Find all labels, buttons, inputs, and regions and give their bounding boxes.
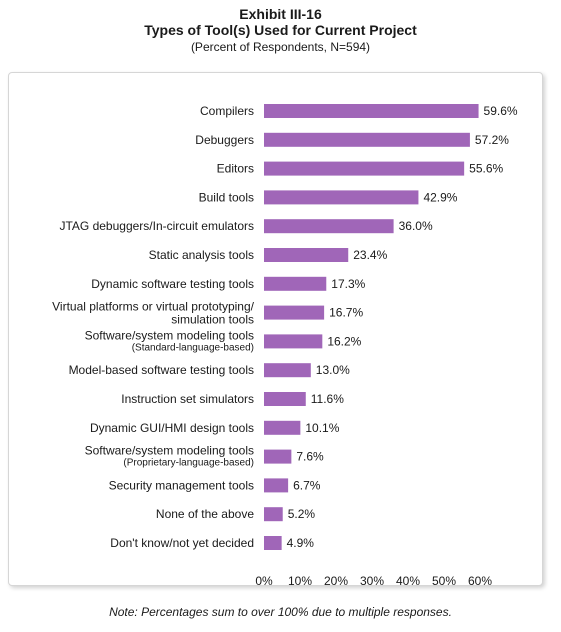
chart-title: Types of Tool(s) Used for Current Projec… [144,22,417,38]
x-tick-label: 10% [288,574,312,588]
bar [264,132,470,147]
bar [264,536,282,550]
x-tick-label: 40% [396,574,420,588]
data-label: 16.7% [329,306,363,320]
category-label: Virtual platforms or virtual prototyping… [52,300,255,314]
data-label: 55.6% [469,162,503,176]
bar [264,305,325,320]
category-label: Software/system modeling tools [85,444,254,458]
category-label: None of the above [156,507,254,521]
chart-panel [8,72,543,586]
bar [264,420,301,435]
data-label: 11.6% [311,392,344,406]
bar [264,104,479,118]
bar [264,276,327,291]
category-label: JTAG debuggers/In-circuit emulators [59,219,254,233]
bar [264,392,306,406]
category-label: Debuggers [195,133,254,147]
x-tick-label: 60% [468,574,492,588]
bar [264,190,419,205]
bar [264,478,289,493]
data-label: 7.6% [296,450,324,464]
category-label: Model-based software testing tools [69,363,254,377]
data-label: 59.6% [484,104,518,118]
category-label: Compilers [200,104,254,118]
data-label: 16.2% [327,334,361,348]
category-label-line2: (Standard-language-based) [132,342,254,353]
data-label: 13.0% [316,363,350,377]
category-label: Dynamic GUI/HMI design tools [90,421,254,435]
category-label: Dynamic software testing tools [91,277,254,291]
x-tick-label: 50% [432,574,456,588]
bar [264,363,311,378]
data-label: 17.3% [331,277,365,291]
data-label: 42.9% [423,190,457,204]
bar [264,449,292,464]
bar [264,161,465,176]
x-tick-label: 0% [255,574,273,588]
bar [264,219,394,234]
bar [264,507,283,522]
category-label: Static analysis tools [149,248,254,262]
chart-header: Exhibit III-16 Types of Tool(s) Used for… [0,6,561,55]
data-label: 23.4% [353,248,387,262]
category-label: Editors [217,162,254,176]
data-label: 36.0% [399,219,433,233]
category-label: Don't know/not yet decided [110,536,254,550]
data-label: 4.9% [287,536,315,550]
category-label-line2: (Proprietary-language-based) [123,458,254,469]
x-tick-label: 30% [360,574,384,588]
bar [264,334,323,349]
data-label: 57.2% [475,133,509,147]
x-tick-label: 20% [324,574,348,588]
footnote: Note: Percentages sum to over 100% due t… [109,605,452,619]
chart-subtitle: (Percent of Respondents, N=594) [190,40,371,54]
data-label: 10.1% [305,421,339,435]
category-label: Instruction set simulators [121,392,254,406]
category-label-line2: simulation tools [171,313,254,327]
category-label: Build tools [199,190,254,204]
data-label: 6.7% [293,478,321,492]
exhibit-label: Exhibit III-16 [239,6,322,22]
category-label: Software/system modeling tools [85,328,254,342]
category-label: Security management tools [109,478,254,492]
bar [264,248,349,262]
data-label: 5.2% [288,507,316,521]
